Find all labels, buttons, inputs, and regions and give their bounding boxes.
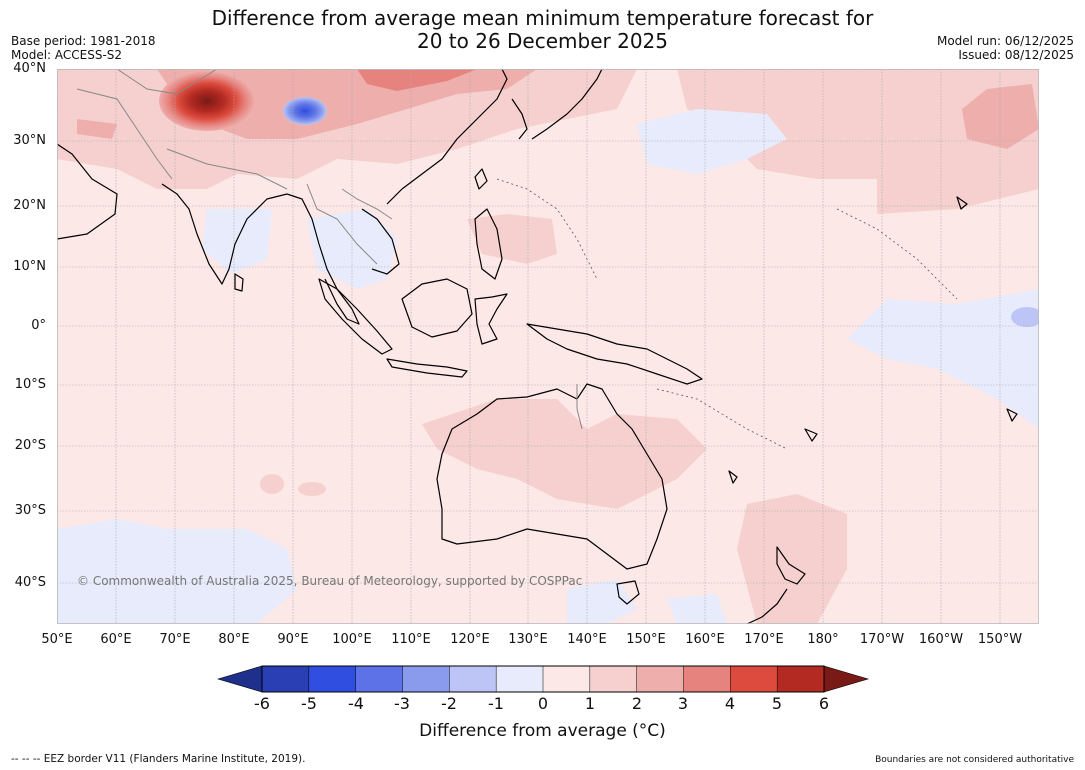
base-period: Base period: 1981-2018 [11,34,156,48]
lat-label: 10°S [14,377,46,392]
colorbar-tick: -3 [394,694,410,713]
lon-label: 60°E [100,632,132,647]
lat-label: 40°N [13,61,46,76]
colorbar-tick: -4 [348,694,364,713]
colorbar [216,665,870,693]
map-gridlines [57,69,1039,624]
colorbar-title: Difference from average (°C) [419,721,666,741]
copyright-notice: © Commonwealth of Australia 2025, Bureau… [77,574,582,588]
colorbar-cell [683,666,731,692]
country-borders [76,69,583,430]
colorbar-tick: 5 [771,694,783,713]
lat-label: 30°N [13,133,46,148]
lon-label: 150°W [977,632,1023,647]
eez-borders [496,178,958,450]
lon-label: 170°E [744,632,784,647]
colorbar-cell [543,666,591,692]
colorbar-cell [730,666,778,692]
colorbar-cell [449,666,497,692]
colorbar-extend-high [823,665,870,693]
model-name: Model: ACCESS-S2 [11,48,123,62]
coastlines [57,69,1018,624]
colorbar-cell [402,666,450,692]
lon-label: 70°E [159,632,191,647]
lat-label: 20°N [13,198,46,213]
colorbar-tick: -5 [301,694,317,713]
colorbar-tick: 6 [818,694,830,713]
issued-date: Issued: 08/12/2025 [958,48,1074,62]
forecast-map[interactable]: © Commonwealth of Australia 2025, Bureau… [57,69,1039,624]
colorbar-extend-low [216,665,263,693]
lon-label: 120°E [450,632,490,647]
colorbar-tick: 2 [631,694,643,713]
colorbar-tick: 3 [677,694,689,713]
lon-label: 130°E [508,632,548,647]
colorbar-cell [262,666,310,692]
map-title-line2: 20 to 26 December 2025 [416,29,668,53]
colorbar-tick: -1 [488,694,504,713]
lat-label: 20°S [14,438,46,453]
anomaly-shading [57,69,1039,624]
model-run: Model run: 06/12/2025 [936,34,1074,48]
lon-label: 110°E [391,632,431,647]
lon-label: 80°E [218,632,250,647]
lat-label: 10°N [13,259,46,274]
lat-label: 0° [31,318,46,333]
map-title-line1: Difference from average mean minimum tem… [211,6,874,30]
lon-label: 140°E [567,632,607,647]
colorbar-tick: -2 [441,694,457,713]
lon-label: 50°E [41,632,73,647]
colorbar-cell [589,666,638,692]
colorbar-tick: 0 [537,694,549,713]
colorbar-cell [636,666,684,692]
lon-label: 180° [807,632,839,647]
eez-legend: -- -- -- EEZ border V11 (Flanders Marine… [11,753,306,765]
lon-label: 160°W [918,632,964,647]
lat-label: 40°S [14,575,46,590]
colorbar-cell [777,666,825,692]
boundary-disclaimer: Boundaries are not considered authoritat… [875,755,1074,765]
lat-label: 30°S [14,503,46,518]
lon-label: 90°E [277,632,309,647]
lon-label: 160°E [685,632,725,647]
colorbar-cell [496,666,544,692]
lon-label: 150°E [626,632,666,647]
colorbar-tick: -6 [254,694,270,713]
colorbar-cell [308,666,357,692]
lon-label: 170°W [859,632,905,647]
colorbar-tick: 4 [724,694,736,713]
colorbar-cell [355,666,403,692]
colorbar-tick: 1 [584,694,596,713]
lon-label: 100°E [332,632,372,647]
